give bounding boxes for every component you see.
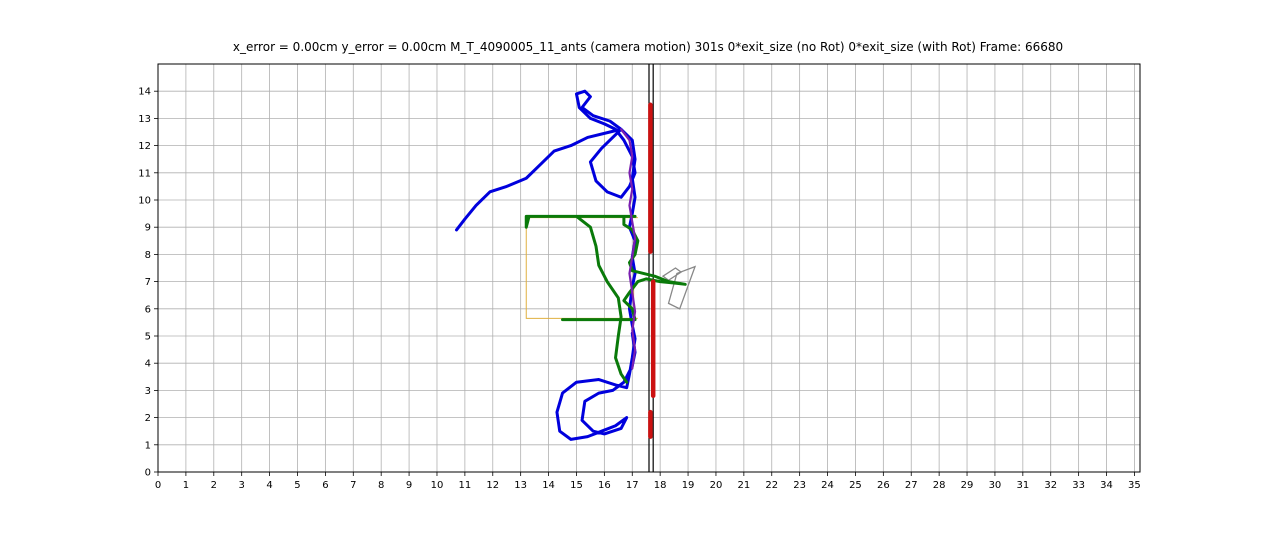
x-tick-label: 19 bbox=[682, 480, 695, 491]
x-tick-label: 21 bbox=[737, 480, 750, 491]
y-tick-label: 6 bbox=[145, 304, 151, 315]
x-tick-label: 12 bbox=[486, 480, 499, 491]
gray-shape bbox=[667, 265, 697, 310]
x-tick-label: 6 bbox=[322, 480, 328, 491]
x-tick-label: 25 bbox=[849, 480, 862, 491]
x-tick-label: 0 bbox=[155, 480, 161, 491]
gray-shape bbox=[661, 267, 683, 282]
y-tick-label: 5 bbox=[145, 332, 151, 343]
x-tick-label: 16 bbox=[598, 480, 611, 491]
x-tick-label: 18 bbox=[654, 480, 667, 491]
x-tick-label: 1 bbox=[183, 480, 189, 491]
x-tick-label: 30 bbox=[989, 480, 1002, 491]
y-tick-label: 3 bbox=[145, 386, 151, 397]
y-tick-label: 14 bbox=[138, 87, 151, 98]
x-tick-label: 13 bbox=[514, 480, 527, 491]
y-tick-label: 7 bbox=[145, 277, 151, 288]
y-tick-label: 1 bbox=[145, 440, 151, 451]
x-tick-label: 2 bbox=[211, 480, 217, 491]
plot-frame bbox=[157, 63, 1141, 473]
x-tick-label: 22 bbox=[765, 480, 778, 491]
x-tick-label: 28 bbox=[933, 480, 946, 491]
yellow-frame bbox=[525, 217, 638, 319]
x-tick-label: 27 bbox=[905, 480, 918, 491]
x-tick-label: 14 bbox=[542, 480, 555, 491]
x-tick-label: 8 bbox=[378, 480, 384, 491]
chart-title: x_error = 0.00cm y_error = 0.00cm M_T_40… bbox=[233, 40, 1063, 54]
x-tick-label: 7 bbox=[350, 480, 356, 491]
y-tick-label: 12 bbox=[138, 141, 151, 152]
x-tick-label: 4 bbox=[266, 480, 272, 491]
x-tick-label: 3 bbox=[239, 480, 245, 491]
x-tick-label: 32 bbox=[1044, 480, 1057, 491]
red-marker-layer bbox=[648, 102, 656, 439]
y-tick-label: 13 bbox=[138, 114, 151, 125]
x-axis-ticks: 0 1 2 3 4 5 6 7 8 9 10 11 12 13 14 15 16 17 18 19 20 21 22 23 24… bbox=[155, 472, 1141, 491]
y-tick-label: 8 bbox=[145, 250, 151, 261]
x-tick-label: 35 bbox=[1128, 480, 1141, 491]
series-layer bbox=[455, 89, 687, 441]
annotations-layer bbox=[525, 64, 697, 472]
series-line bbox=[524, 214, 687, 384]
x-tick-label: 10 bbox=[431, 480, 444, 491]
series-line bbox=[455, 89, 637, 441]
y-tick-label: 10 bbox=[138, 196, 151, 207]
x-tick-label: 17 bbox=[626, 480, 639, 491]
x-tick-label: 33 bbox=[1072, 480, 1085, 491]
x-tick-label: 29 bbox=[961, 480, 974, 491]
x-tick-label: 31 bbox=[1016, 480, 1029, 491]
x-tick-label: 24 bbox=[821, 480, 834, 491]
x-tick-label: 26 bbox=[877, 480, 890, 491]
x-tick-label: 11 bbox=[459, 480, 472, 491]
x-tick-label: 20 bbox=[710, 480, 723, 491]
y-tick-label: 4 bbox=[145, 359, 151, 370]
x-tick-label: 9 bbox=[406, 480, 412, 491]
y-tick-label: 11 bbox=[138, 168, 151, 179]
series-line bbox=[620, 128, 637, 370]
x-tick-label: 23 bbox=[793, 480, 806, 491]
x-tick-label: 15 bbox=[570, 480, 583, 491]
x-tick-label: 5 bbox=[294, 480, 300, 491]
y-tick-label: 0 bbox=[145, 468, 151, 479]
y-tick-label: 2 bbox=[145, 413, 151, 424]
y-tick-label: 9 bbox=[145, 223, 151, 234]
x-tick-label: 34 bbox=[1100, 480, 1113, 491]
